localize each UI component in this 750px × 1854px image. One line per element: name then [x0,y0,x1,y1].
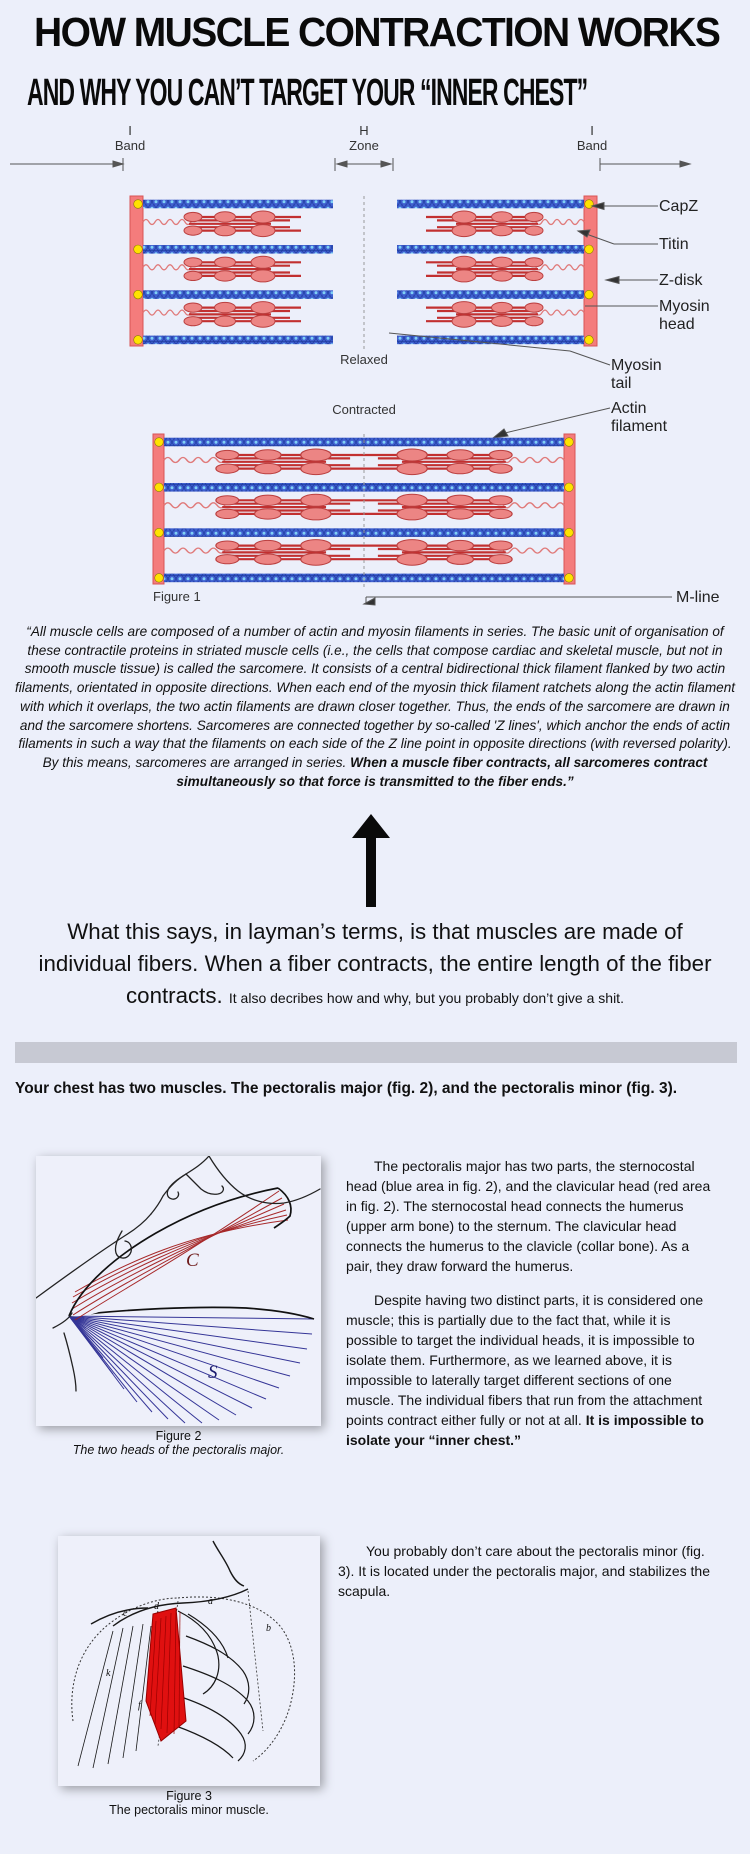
svg-text:C: C [186,1250,199,1271]
svg-text:Actin: Actin [611,400,647,417]
svg-text:b: b [266,1623,271,1634]
svg-text:Relaxed: Relaxed [340,352,388,367]
svg-text:Z-disk: Z-disk [659,272,704,289]
svg-text:Band: Band [577,138,607,153]
svg-text:Zone: Zone [349,138,379,153]
svg-text:head: head [659,316,695,333]
svg-text:Titin: Titin [659,236,689,253]
svg-text:Contracted: Contracted [332,402,396,417]
svg-text:Figure 1: Figure 1 [153,589,201,604]
svg-text:k: k [106,1668,111,1679]
svg-text:M-line: M-line [676,589,720,606]
svg-text:S: S [208,1362,218,1383]
svg-text:Myosin: Myosin [659,298,710,315]
svg-text:a: a [208,1596,213,1607]
svg-text:Myosin: Myosin [611,357,662,374]
svg-text:c: c [123,1608,128,1619]
svg-text:filament: filament [611,418,668,435]
svg-text:tail: tail [611,375,631,392]
svg-text:CapZ: CapZ [659,198,698,215]
svg-text:Band: Band [115,138,145,153]
